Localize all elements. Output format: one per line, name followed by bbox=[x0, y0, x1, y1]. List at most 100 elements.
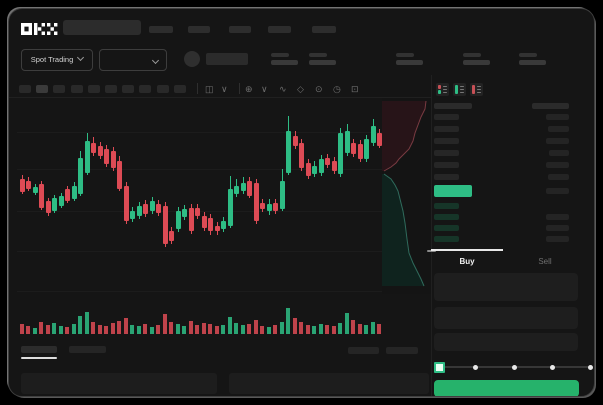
candle-body bbox=[364, 139, 369, 159]
volume-bar bbox=[260, 326, 264, 334]
buy-button[interactable] bbox=[434, 380, 579, 396]
gridline bbox=[17, 169, 383, 170]
candle-body bbox=[136, 206, 142, 216]
pair-selector[interactable] bbox=[99, 49, 167, 71]
volume-bar bbox=[162, 314, 167, 334]
tab-buy[interactable]: Buy bbox=[459, 257, 475, 266]
candle-body bbox=[169, 231, 174, 241]
app-window: Spot Trading ◫ ∨ ⊕ ∨ ∿ ◇ ⊙ ◷ ⊡ bbox=[8, 8, 595, 397]
chart-type-icon[interactable]: ◫ bbox=[205, 84, 214, 94]
candle-body bbox=[175, 211, 181, 229]
candle-body bbox=[312, 166, 317, 174]
nav-item-4[interactable] bbox=[268, 26, 291, 33]
volume-bar bbox=[78, 316, 82, 334]
amount-input[interactable] bbox=[434, 307, 578, 329]
volume-bar bbox=[279, 322, 284, 334]
bottom-tab-2[interactable] bbox=[69, 346, 106, 353]
volume-bar bbox=[214, 326, 219, 334]
candle-body bbox=[188, 208, 194, 231]
candle-body bbox=[227, 189, 233, 226]
volume-bar bbox=[247, 324, 251, 334]
timeframe-slot[interactable] bbox=[36, 85, 49, 93]
ask-price-bar bbox=[434, 150, 459, 156]
bottom-panel-1[interactable] bbox=[21, 373, 217, 394]
ask-amount-bar bbox=[546, 114, 569, 120]
slider-stop-dot[interactable] bbox=[511, 364, 517, 370]
volume-bar bbox=[201, 323, 206, 334]
amount-slider[interactable] bbox=[434, 359, 594, 375]
volume-bar bbox=[39, 322, 43, 334]
candle-body bbox=[104, 149, 109, 164]
bid-price-bar bbox=[434, 214, 459, 220]
market-type-selector[interactable]: Spot Trading bbox=[21, 49, 93, 71]
volume-bar bbox=[364, 325, 368, 334]
camera-icon[interactable]: ⊙ bbox=[315, 84, 323, 94]
candle-body bbox=[266, 204, 272, 211]
chevron-down-icon bbox=[77, 53, 85, 62]
pair-name-badge[interactable] bbox=[206, 53, 248, 65]
expand-icon[interactable]: ⊡ bbox=[351, 84, 359, 94]
orderbook-bids-icon[interactable] bbox=[453, 83, 466, 96]
nav-item-5[interactable] bbox=[312, 26, 336, 33]
indicators-icon[interactable]: ⊕ bbox=[245, 84, 253, 94]
orderbook-last-price[interactable] bbox=[434, 185, 472, 197]
orderbook-asks-icon[interactable] bbox=[470, 83, 483, 96]
candle-body bbox=[162, 206, 168, 244]
slider-stop-dot[interactable] bbox=[549, 364, 555, 370]
ask-price-bar bbox=[434, 138, 459, 144]
volume-bar bbox=[305, 325, 310, 334]
nav-item-3[interactable] bbox=[229, 26, 251, 33]
timeframe-slot[interactable] bbox=[139, 85, 152, 93]
bottom-panel-2[interactable] bbox=[229, 373, 429, 394]
bottom-tab-active[interactable] bbox=[21, 346, 57, 353]
nav-item-1[interactable] bbox=[149, 26, 173, 33]
timeframe-slot[interactable] bbox=[156, 85, 169, 93]
candle-body bbox=[273, 203, 278, 211]
candle-body bbox=[84, 141, 90, 173]
volume-bar bbox=[175, 324, 180, 334]
bid-price-bar bbox=[434, 225, 459, 231]
timeframe-slot[interactable] bbox=[105, 85, 117, 93]
timeframe-slot[interactable] bbox=[87, 85, 100, 93]
bottom-control-1[interactable] bbox=[348, 347, 379, 354]
volume-bar bbox=[123, 318, 128, 334]
ask-amount-bar bbox=[548, 174, 569, 180]
last-price-amount-bar bbox=[546, 188, 569, 194]
search-input[interactable] bbox=[63, 20, 141, 35]
total-input[interactable] bbox=[434, 333, 578, 351]
chevron-down-icon[interactable]: ∨ bbox=[221, 84, 228, 94]
timeframe-slot[interactable] bbox=[70, 85, 83, 93]
candle-body bbox=[52, 198, 57, 211]
draw-icon[interactable]: ◇ bbox=[297, 84, 304, 94]
candle-body bbox=[351, 143, 356, 154]
chevron-down-icon[interactable]: ∨ bbox=[261, 84, 268, 94]
timeframe-slot[interactable] bbox=[53, 85, 66, 93]
nav-item-2[interactable] bbox=[188, 26, 210, 33]
slider-handle[interactable] bbox=[434, 362, 445, 373]
bottom-control-2[interactable] bbox=[386, 347, 418, 354]
volume-bar bbox=[188, 321, 193, 334]
candle-body bbox=[130, 211, 135, 219]
orderbook-col-header-price bbox=[434, 103, 472, 109]
candle-body bbox=[65, 189, 70, 201]
candle-body bbox=[357, 144, 363, 159]
orderbook-col-header-amount bbox=[532, 103, 569, 109]
candle-body bbox=[344, 131, 350, 153]
gridline bbox=[17, 251, 383, 252]
candle-body bbox=[221, 221, 226, 229]
tab-sell[interactable]: Sell bbox=[538, 257, 552, 266]
gridline bbox=[17, 211, 383, 212]
slider-stop-dot[interactable] bbox=[473, 364, 479, 370]
price-input[interactable] bbox=[434, 273, 578, 301]
volume-bar bbox=[91, 322, 95, 334]
candle-body bbox=[26, 181, 31, 189]
timeframe-slot[interactable] bbox=[122, 85, 135, 93]
candle-body bbox=[123, 186, 129, 221]
history-icon[interactable]: ◷ bbox=[333, 84, 341, 94]
depth-chart bbox=[382, 98, 431, 294]
orderbook-combined-icon[interactable] bbox=[436, 83, 449, 96]
timeframe-slot[interactable] bbox=[173, 85, 186, 93]
timeframe-slot[interactable] bbox=[19, 85, 31, 93]
slider-stop-dot[interactable] bbox=[588, 364, 593, 370]
line-tool-icon[interactable]: ∿ bbox=[279, 84, 287, 94]
